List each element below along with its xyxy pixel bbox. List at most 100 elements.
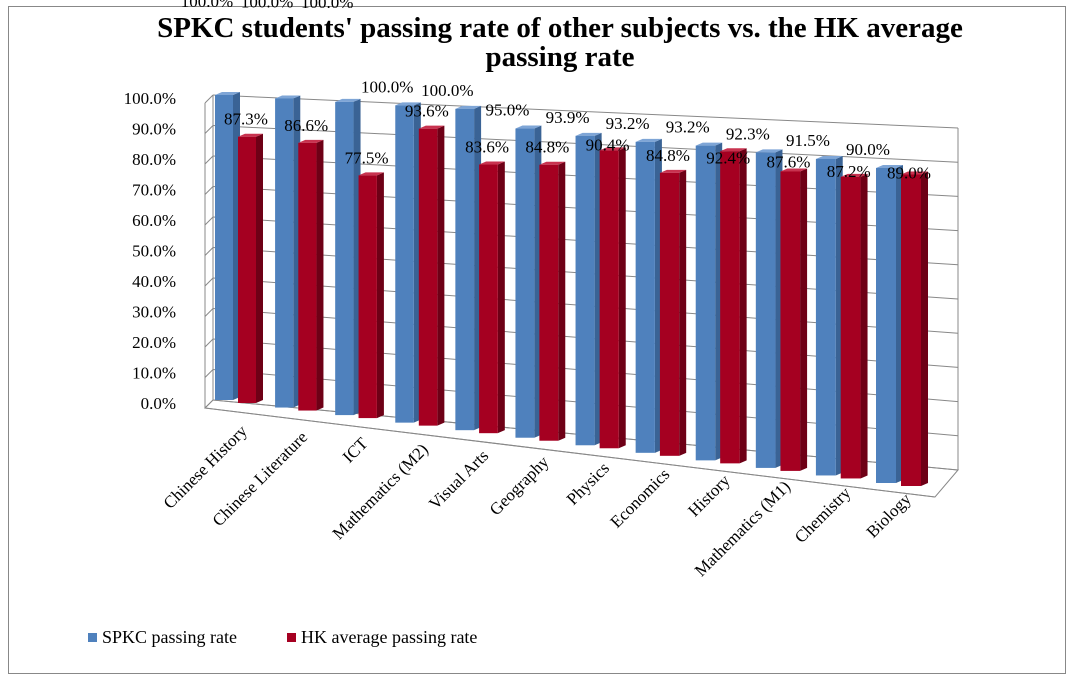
bar-top bbox=[238, 133, 263, 137]
data-label: 91.5% bbox=[786, 131, 830, 150]
chart-frame bbox=[8, 6, 1066, 674]
bar-side bbox=[679, 169, 687, 456]
bar-top bbox=[635, 138, 662, 142]
bar-front bbox=[720, 151, 740, 464]
x-tick-label: Physics bbox=[563, 458, 613, 508]
side-gridline bbox=[204, 369, 214, 378]
bar-top bbox=[418, 125, 445, 129]
y-tick-label: 60.0% bbox=[132, 211, 176, 230]
x-tick-label: Economics bbox=[607, 465, 674, 532]
bar-side bbox=[860, 173, 868, 479]
bar-front bbox=[335, 101, 354, 416]
bar-side bbox=[618, 147, 626, 449]
bar-front bbox=[418, 128, 438, 426]
bar-front bbox=[395, 105, 414, 423]
data-label: 87.3% bbox=[224, 110, 268, 129]
bar-top bbox=[539, 161, 566, 165]
bar-hk bbox=[358, 172, 384, 419]
bar-top bbox=[780, 168, 808, 172]
bar-front bbox=[815, 158, 836, 476]
bar-top bbox=[720, 148, 747, 152]
bar-hk bbox=[780, 168, 808, 471]
x-tick-label: Biology bbox=[863, 489, 916, 542]
x-tick-label: ICT bbox=[339, 433, 372, 466]
bar-top bbox=[575, 132, 602, 136]
bar-front bbox=[780, 171, 801, 471]
bar-top bbox=[275, 95, 301, 99]
bar-top bbox=[215, 92, 240, 95]
bar-front bbox=[539, 164, 559, 441]
data-label: 100.0% bbox=[181, 0, 233, 11]
bar-side bbox=[256, 133, 263, 404]
legend-label-spkc: SPKC passing rate bbox=[102, 627, 237, 647]
y-tick-label: 70.0% bbox=[132, 181, 176, 200]
bar-top bbox=[479, 161, 505, 165]
data-label: 90.0% bbox=[846, 140, 890, 159]
x-tick-label: Geography bbox=[486, 452, 553, 519]
gridline bbox=[212, 94, 959, 129]
side-gridline bbox=[204, 155, 214, 165]
bar-side bbox=[437, 125, 445, 426]
bar-side bbox=[800, 168, 808, 471]
side-gridline bbox=[204, 125, 214, 134]
bar-front bbox=[455, 108, 475, 431]
chart-title: SPKC students' passing rate of other sub… bbox=[157, 12, 963, 73]
bar-side bbox=[739, 148, 747, 464]
data-label: 93.6% bbox=[405, 102, 449, 121]
bar-side bbox=[316, 139, 324, 411]
bar-hk bbox=[479, 161, 505, 434]
bar-front bbox=[479, 164, 498, 434]
bar-top bbox=[876, 165, 903, 168]
bar-front bbox=[635, 141, 655, 453]
bar-hk bbox=[901, 171, 928, 486]
data-label: 87.2% bbox=[827, 162, 871, 181]
bar-spkc bbox=[215, 92, 240, 400]
data-label: 100.0% bbox=[361, 77, 413, 96]
data-label: 100.0% bbox=[241, 0, 293, 11]
data-label: 84.8% bbox=[646, 146, 690, 165]
data-label: 83.6% bbox=[465, 138, 509, 157]
data-label: 100.0% bbox=[301, 0, 353, 12]
data-label: 77.5% bbox=[345, 148, 389, 167]
bar-hk bbox=[659, 169, 687, 456]
bar-hk bbox=[298, 139, 324, 411]
bar-spkc bbox=[395, 102, 421, 423]
data-label: 89.0% bbox=[887, 164, 931, 183]
bar-top bbox=[395, 102, 421, 106]
side-gridline bbox=[204, 186, 214, 195]
legend-item-spkc: SPKC passing rate bbox=[88, 627, 237, 648]
bar-front bbox=[659, 172, 680, 456]
bar-side bbox=[376, 172, 384, 419]
data-label: 92.4% bbox=[706, 148, 750, 167]
legend-item-hk: HK average passing rate bbox=[287, 627, 477, 648]
y-tick-label: 40.0% bbox=[132, 272, 176, 291]
y-tick-label: 50.0% bbox=[132, 242, 176, 261]
y-tick-label: 90.0% bbox=[132, 120, 176, 139]
bar-front bbox=[215, 95, 233, 400]
side-gridline bbox=[204, 277, 214, 287]
bar-spkc bbox=[335, 98, 361, 416]
bar-side bbox=[921, 171, 928, 486]
legend-swatch-hk bbox=[287, 633, 296, 642]
bar-hk bbox=[539, 161, 566, 441]
bar-top bbox=[358, 172, 384, 176]
x-tick-label: Visual Arts bbox=[425, 446, 492, 513]
data-label: 86.6% bbox=[284, 116, 328, 135]
bar-top bbox=[695, 142, 723, 146]
bar-front bbox=[901, 174, 921, 486]
x-tick-label: Chemistry bbox=[791, 483, 855, 547]
bar-front bbox=[876, 168, 896, 483]
data-label: 95.0% bbox=[485, 101, 529, 120]
bar-top bbox=[599, 147, 626, 151]
bar-hk bbox=[599, 147, 626, 449]
bar-front bbox=[298, 142, 317, 411]
bar-top bbox=[755, 149, 783, 153]
data-label: 100.0% bbox=[421, 81, 473, 100]
bar-spkc bbox=[815, 155, 843, 476]
bar-top bbox=[815, 155, 843, 159]
legend-label-hk: HK average passing rate bbox=[301, 627, 478, 647]
side-gridline bbox=[204, 308, 214, 317]
legend-swatch-spkc bbox=[88, 633, 97, 642]
bar-hk bbox=[238, 133, 263, 404]
